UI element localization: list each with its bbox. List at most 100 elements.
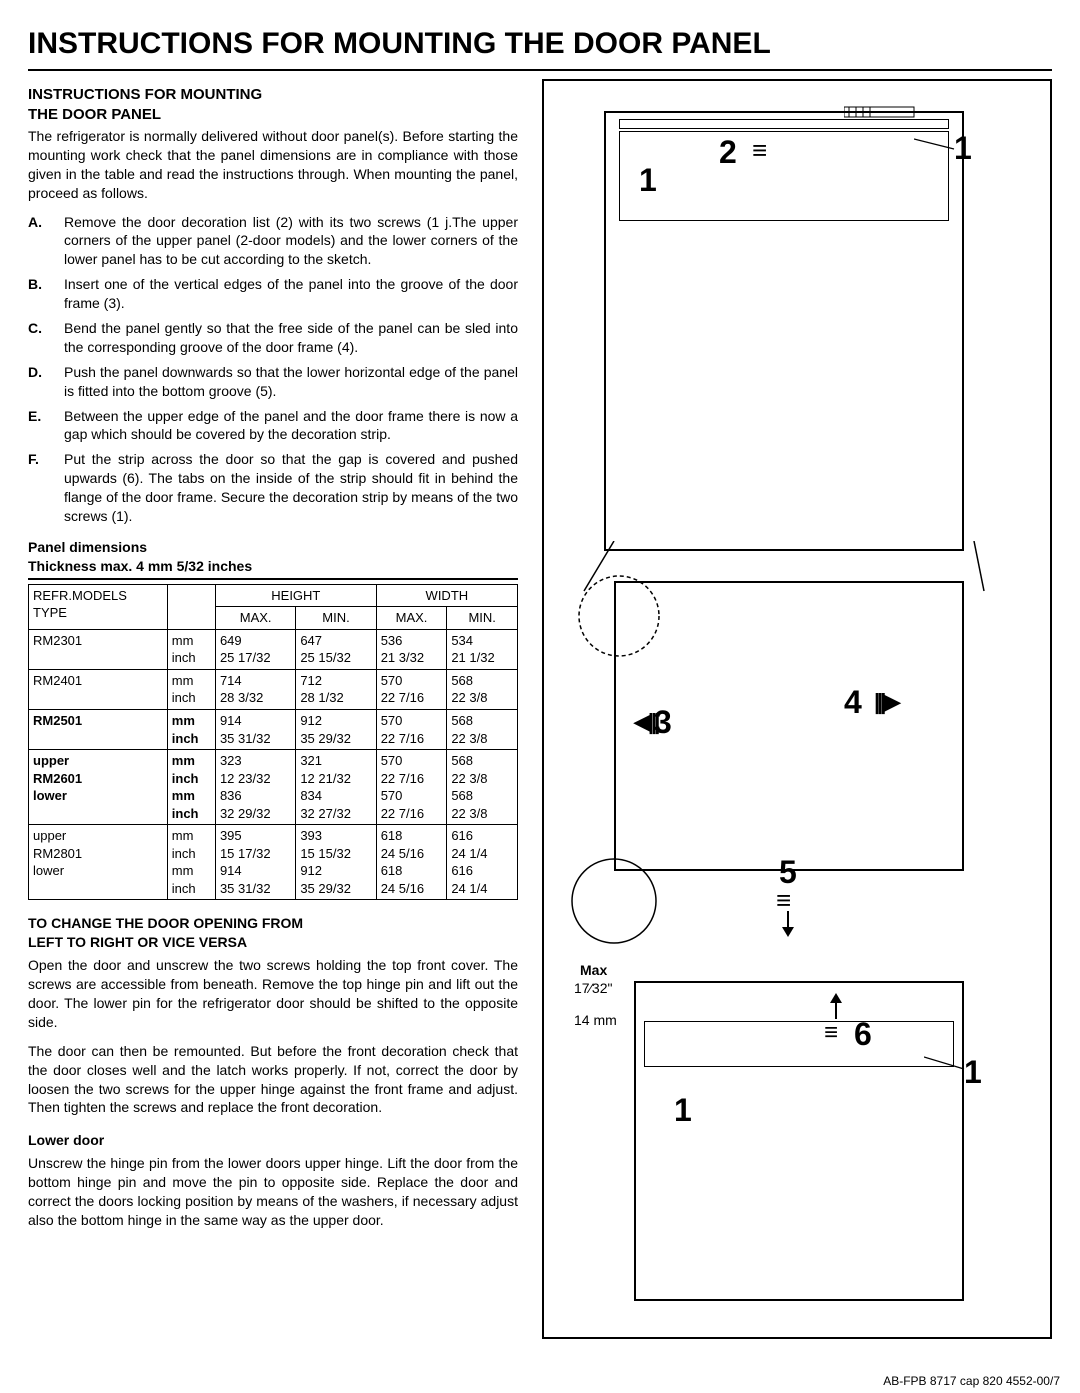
table-cell: 56822 3/8 [447,709,518,749]
step-label: C. [28,319,46,357]
th-min1: MIN. [296,607,376,630]
leader-1-bot [924,1051,974,1081]
table-cell: 91235 29/32 [296,709,376,749]
th-height: HEIGHT [215,584,376,607]
step-item: E. Between the upper edge of the panel an… [28,407,518,445]
table-cell: RM2301 [29,629,168,669]
footer-code: AB-FPB 8717 cap 820 4552-00/7 [883,1373,1060,1389]
table-title: Panel dimensions [28,538,518,557]
lower-door-heading: Lower door [28,1131,518,1150]
step-label: F. [28,450,46,526]
table-cell: 39315 15/3291235 29/32 [296,825,376,900]
section-heading: INSTRUCTIONS FOR MOUNTING THE DOOR PANEL [28,85,518,126]
label-1-bot-left: 1 [674,1089,692,1132]
step-item: A. Remove the door decoration list (2) wi… [28,213,518,270]
table-cell: 57022 7/16 [376,709,447,749]
table-cell: mminchmminch [167,825,215,900]
screw-lines-4: |||▶ [874,687,897,717]
table-cell: 61824 5/1661824 5/16 [376,825,447,900]
step-text: Insert one of the vertical edges of the … [64,275,518,313]
table-cell: 57022 7/16 [376,669,447,709]
step-item: C. Bend the panel gently so that the free… [28,319,518,357]
table-row: RM2401mminch71428 3/3271228 1/3257022 7/… [29,669,518,709]
table-cell: 64725 15/32 [296,629,376,669]
step-text: Put the strip across the door so that th… [64,450,518,526]
steps-list: A. Remove the door decoration list (2) wi… [28,213,518,526]
leader-1-right [914,121,969,161]
step-text: Push the panel downwards so that the low… [64,363,518,401]
heading-line2: THE DOOR PANEL [28,106,161,123]
max-label: Max [580,961,607,980]
step-label: D. [28,363,46,401]
down-arrow-5 [780,911,796,937]
label-6: 6 [854,1013,872,1056]
change-heading: TO CHANGE THE DOOR OPENING FROM LEFT TO … [28,914,518,952]
table-cell: mminch [167,629,215,669]
screw-icon-6: ≡ [824,1017,838,1049]
detail-circle-5 [564,851,664,951]
change-h-l1: TO CHANGE THE DOOR OPENING FROM [28,915,303,931]
step-label: B. [28,275,46,313]
table-cell: RM2401 [29,669,168,709]
step-item: D. Push the panel downwards so that the l… [28,363,518,401]
up-arrow-6 [828,993,844,1019]
th-max1: MAX. [215,607,295,630]
page-title: INSTRUCTIONS FOR MOUNTING THE DOOR PANEL [28,24,1052,71]
intro-text: The refrigerator is normally delivered w… [28,127,518,203]
table-row: RM2501mminch91435 31/3291235 29/3257022 … [29,709,518,749]
left-column: INSTRUCTIONS FOR MOUNTING THE DOOR PANEL… [28,79,518,1339]
label-2: 2 [719,131,737,174]
th-blank [167,584,215,629]
table-cell: 56822 3/8 [447,669,518,709]
table-row: upperRM2801lowermminchmminch39515 17/329… [29,825,518,900]
change-para1: Open the door and unscrew the two screws… [28,956,518,1032]
dimensions-table: REFR.MODELSTYPE HEIGHT WIDTH MAX. MIN. M… [28,584,518,901]
table-row: upperRM2601lowermminchmminch32312 23/328… [29,750,518,825]
screw-lines-3: ◀||| [634,707,657,737]
table-subtitle: Thickness max. 4 mm 5/32 inches [28,557,518,580]
step-label: A. [28,213,46,270]
vent-icon [844,103,934,123]
table-cell: RM2501 [29,709,168,749]
diagram-panel: 2 ≡ 1 1 3 ◀||| 4 |||▶ 5 ≡ Max 17⁄ [542,79,1052,1339]
diagram-lower-strip [644,1021,954,1067]
th-min2: MIN. [447,607,518,630]
step-text: Remove the door decoration list (2) with… [64,213,518,270]
table-cell: 61624 1/461624 1/4 [447,825,518,900]
label-4: 4 [844,681,862,724]
table-cell: 71228 1/32 [296,669,376,709]
step-text: Between the upper edge of the panel and … [64,407,518,445]
table-row: RM2301mminch64925 17/3264725 15/3253621 … [29,629,518,669]
connector-lines [574,541,994,601]
change-para2: The door can then be remounted. But befo… [28,1042,518,1118]
th-width: WIDTH [376,584,517,607]
change-h-l2: LEFT TO RIGHT OR VICE VERSA [28,934,247,950]
table-cell: mminch [167,669,215,709]
screw-icon-top: ≡ [752,133,767,168]
label-1-top-left: 1 [639,159,657,202]
table-cell: 57022 7/1657022 7/16 [376,750,447,825]
table-cell: 32112 21/3283432 27/32 [296,750,376,825]
diagram-upper-door [619,131,949,221]
table-cell: 39515 17/3291435 31/32 [215,825,295,900]
table-cell: mminch [167,709,215,749]
th-max2: MAX. [376,607,447,630]
step-item: B. Insert one of the vertical edges of th… [28,275,518,313]
table-cell: 64925 17/32 [215,629,295,669]
table-cell: upperRM2601lower [29,750,168,825]
mm-label: 14 mm [574,1011,617,1030]
table-cell: 53621 3/32 [376,629,447,669]
table-cell: 32312 23/3283632 29/32 [215,750,295,825]
table-cell: 53421 1/32 [447,629,518,669]
table-cell: 71428 3/32 [215,669,295,709]
table-cell: 91435 31/32 [215,709,295,749]
table-cell: upperRM2801lower [29,825,168,900]
lower-door-para: Unscrew the hinge pin from the lower doo… [28,1154,518,1230]
table-cell: mminchmminch [167,750,215,825]
heading-line1: INSTRUCTIONS FOR MOUNTING [28,86,262,103]
step-item: F.Put the strip across the door so that … [28,450,518,526]
step-label: E. [28,407,46,445]
inch-label: 17⁄32" [574,979,612,998]
th-models: REFR.MODELSTYPE [29,584,168,629]
step-text: Bend the panel gently so that the free s… [64,319,518,357]
